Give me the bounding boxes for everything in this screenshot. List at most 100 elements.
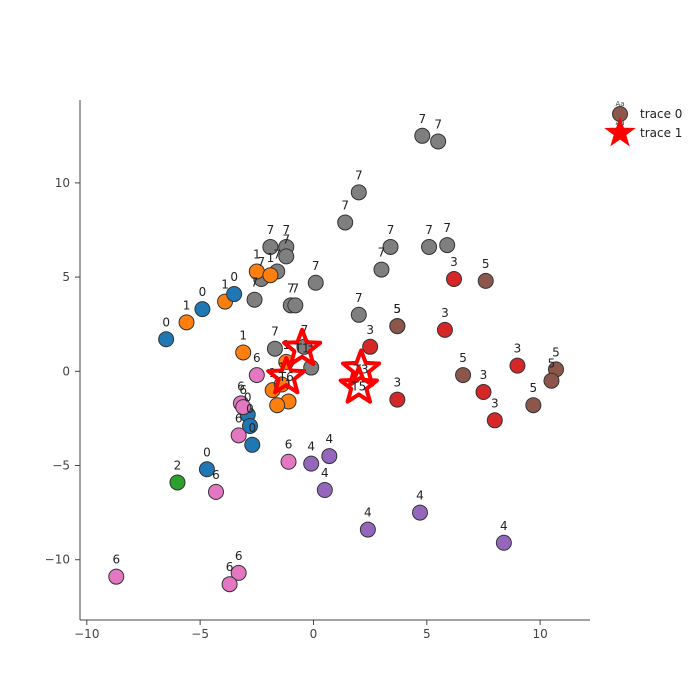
scatter-point[interactable]: [194, 301, 211, 318]
point-label: 6: [235, 411, 243, 425]
scatter-point[interactable]: [389, 391, 406, 408]
scatter-point[interactable]: [248, 367, 265, 384]
scatter-point[interactable]: [269, 397, 286, 414]
point-label: 0: [230, 270, 238, 284]
legend-item-trace-0[interactable]: Aa trace 0: [612, 100, 683, 122]
scatter-point[interactable]: [316, 482, 333, 498]
scatter-point[interactable]: [477, 272, 494, 289]
scatter-point[interactable]: [421, 238, 438, 255]
x-tick-label: 0: [310, 627, 318, 641]
scatter-point[interactable]: [221, 576, 238, 593]
point-label: 7: [425, 223, 433, 237]
scatter-point[interactable]: [389, 318, 406, 335]
scatter-point[interactable]: [262, 238, 279, 255]
x-tick-label: −10: [74, 627, 99, 641]
point-label: 6: [112, 553, 120, 567]
point-label: 3: [480, 368, 488, 382]
y-tick-label: 5: [62, 270, 70, 284]
scatter-point[interactable]: [495, 534, 512, 551]
scatter-point[interactable]: [280, 453, 297, 470]
scatter-point[interactable]: [108, 568, 125, 585]
legend[interactable]: Aa trace 0 Aa trace 1: [604, 100, 683, 147]
point-label: 3: [366, 323, 374, 337]
scatter-point[interactable]: [525, 397, 542, 414]
point-label: 7: [251, 276, 259, 290]
scatter-point[interactable]: [307, 274, 324, 291]
legend-item-trace-1[interactable]: Aa trace 1: [604, 116, 683, 147]
scatter-point[interactable]: [226, 286, 243, 303]
scatter-point[interactable]: [208, 483, 224, 500]
legend-star-icon: [604, 116, 636, 147]
legend-label: trace 0: [640, 107, 682, 121]
scatter-point[interactable]: [178, 314, 195, 331]
star-label: T5: [350, 379, 366, 393]
point-label: 7: [287, 281, 295, 295]
scatter-point[interactable]: [475, 384, 492, 401]
point-label: 6: [235, 549, 243, 563]
scatter-point[interactable]: [278, 248, 295, 265]
scatter-point[interactable]: [350, 184, 367, 201]
scatter-point[interactable]: [287, 297, 304, 314]
scatter-point[interactable]: [321, 448, 338, 465]
scatter-point[interactable]: [350, 306, 367, 323]
point-label: 5: [459, 351, 467, 365]
axes: [79, 100, 590, 621]
scatter-point[interactable]: [262, 267, 279, 284]
scatter-point[interactable]: [169, 474, 186, 491]
scatter-point[interactable]: [382, 238, 399, 255]
scatter-point[interactable]: [373, 261, 390, 278]
scatter-point[interactable]: [509, 357, 526, 374]
point-label: 7: [301, 323, 309, 337]
scatter-point[interactable]: [242, 417, 258, 434]
star-point[interactable]: [338, 365, 379, 404]
scatter-point[interactable]: [412, 504, 428, 521]
point-label: 4: [500, 519, 508, 533]
scatter-point[interactable]: [266, 340, 283, 357]
scatter-point[interactable]: [246, 291, 263, 308]
scatter-point[interactable]: [486, 412, 503, 429]
scatter-point[interactable]: [244, 436, 261, 453]
point-label: 4: [321, 466, 329, 480]
point-label: 5: [530, 381, 538, 395]
scatter-point[interactable]: [430, 133, 447, 150]
point-label: 6: [212, 468, 220, 482]
point-label: 5: [394, 302, 402, 316]
point-label: 7: [271, 325, 279, 339]
point-label: 4: [416, 489, 424, 503]
point-label: 1: [183, 298, 191, 312]
scatter-point[interactable]: [235, 344, 252, 361]
star-point[interactable]: [266, 356, 307, 395]
scatter-point[interactable]: [230, 427, 247, 444]
scatter-point[interactable]: [235, 399, 252, 416]
point-label: 7: [387, 223, 395, 237]
point-label: 7: [443, 221, 451, 235]
point-label: 7: [341, 198, 349, 212]
point-label: 4: [364, 506, 372, 520]
point-label: 6: [253, 351, 261, 365]
point-label: 1: [253, 247, 261, 261]
point-label: 6: [237, 379, 245, 393]
scatter-point[interactable]: [436, 321, 453, 338]
star-point[interactable]: [282, 327, 323, 367]
point-label: 0: [162, 315, 170, 329]
scatter-point[interactable]: [337, 214, 354, 231]
point-label: 6: [285, 438, 293, 452]
point-label: 1: [267, 251, 275, 265]
scatter-point[interactable]: [455, 367, 472, 384]
legend-label: trace 1: [640, 126, 682, 140]
scatter-point[interactable]: [362, 338, 379, 355]
y-tick-label: 0: [62, 364, 70, 378]
point-label: 7: [282, 223, 290, 237]
scatter-point[interactable]: [414, 127, 431, 144]
scatter-point[interactable]: [439, 237, 456, 254]
scatter-point[interactable]: [446, 270, 462, 287]
scatter-point[interactable]: [543, 372, 560, 389]
scatter-point[interactable]: [303, 455, 320, 472]
scatter-point[interactable]: [230, 564, 247, 581]
scatter-point[interactable]: [198, 461, 215, 478]
scatter-point[interactable]: [359, 521, 376, 538]
scatter-point[interactable]: [158, 331, 175, 348]
